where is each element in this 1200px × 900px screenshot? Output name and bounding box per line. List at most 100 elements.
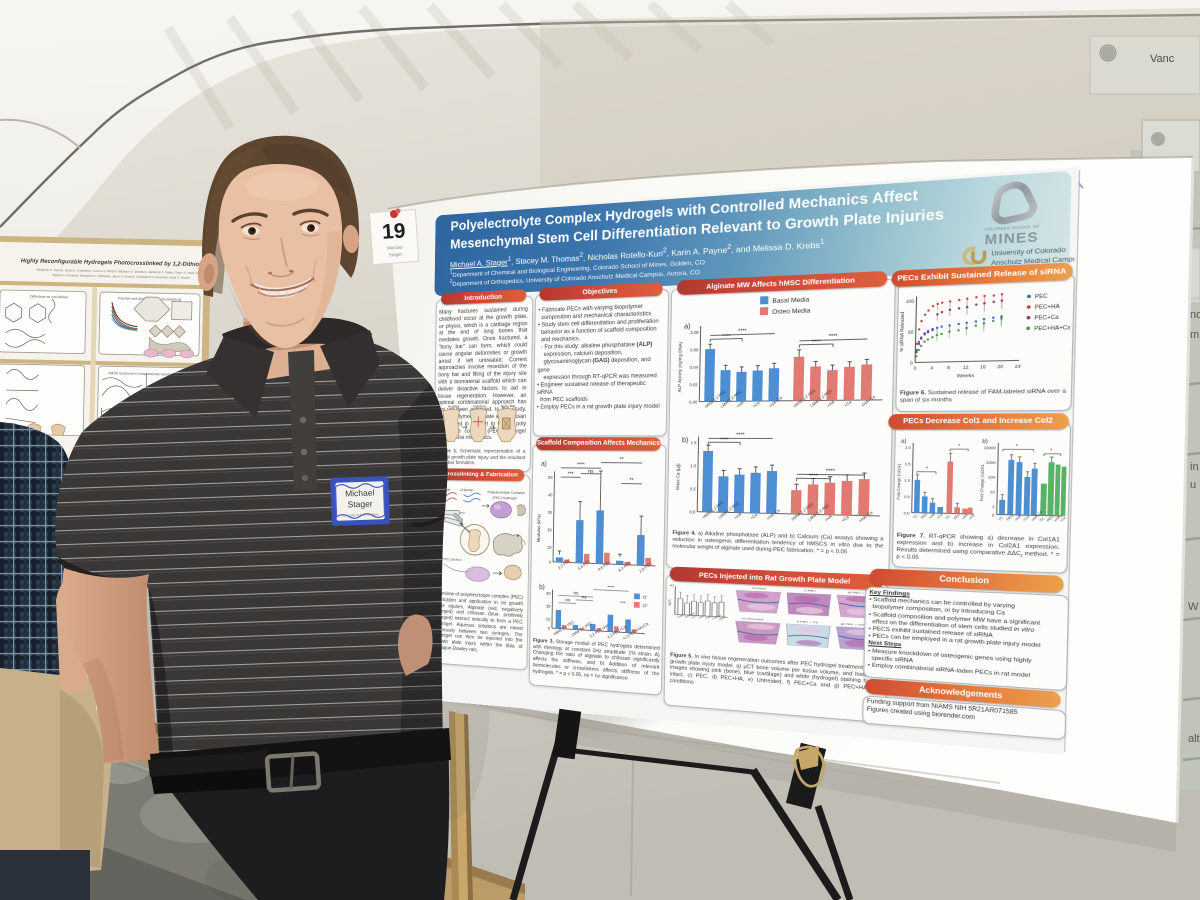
svg-text:PEC: PEC [691, 615, 698, 619]
svg-text:+Ca: +Ca [935, 512, 944, 520]
svg-text:****: **** [738, 328, 747, 334]
svg-text:Vanc: Vanc [1150, 53, 1175, 65]
svg-text:G'': G'' [642, 602, 648, 608]
svg-text:+Ca: +Ca [705, 616, 712, 620]
svg-text:TC: TC [912, 513, 919, 520]
svg-text:0.02: 0.02 [689, 383, 697, 388]
svg-text:0.06: 0.06 [690, 348, 698, 353]
svg-text:a): a) [541, 461, 547, 468]
svg-text:****: **** [736, 432, 745, 438]
svg-text:12: 12 [963, 365, 969, 370]
svg-text:30: 30 [546, 604, 551, 609]
svg-text:% siRNA Released: % siRNA Released [899, 312, 905, 352]
svg-text:b): b) [539, 584, 545, 591]
svg-text:+Ca: +Ca [843, 399, 853, 408]
svg-text:*: * [958, 443, 961, 448]
svg-text:TC: TC [997, 515, 1005, 522]
svg-text:+HA+Ca: +HA+Ca [711, 614, 724, 621]
svg-text:Fold Change Col1A1: Fold Change Col1A1 [896, 463, 902, 499]
svg-text:Colorado School of Mines: Colorado School of Mines [342, 512, 379, 517]
svg-text:*: * [1016, 443, 1019, 448]
svg-text:in: in [1190, 461, 1199, 473]
svg-text:+Ca: +Ca [841, 514, 851, 523]
svg-text:+HA: +HA [960, 512, 969, 521]
svg-text:****: **** [809, 473, 818, 479]
svg-text:0.0: 0.0 [689, 510, 695, 515]
svg-text:Stager: Stager [389, 252, 403, 258]
svg-text:0: 0 [910, 361, 913, 366]
svg-text:1.0: 1.0 [690, 464, 696, 469]
svg-text:alt: alt [1188, 733, 1200, 745]
svg-text:Intact: Intact [676, 614, 685, 619]
svg-text:TC: TC [1038, 516, 1046, 523]
svg-text:+Ca: +Ca [1058, 514, 1067, 523]
svg-text:a): a) [901, 438, 907, 444]
svg-text:0: 0 [548, 626, 550, 631]
svg-text:Chitosan: Chitosan [460, 488, 474, 493]
svg-text:1000: 1000 [986, 460, 996, 465]
svg-text:****: **** [607, 584, 615, 590]
svg-text:MINES: MINES [984, 230, 1039, 248]
svg-text:PEC+Ca: PEC+Ca [1034, 314, 1059, 321]
svg-text:19: 19 [381, 219, 406, 244]
svg-text:0: 0 [549, 560, 551, 565]
svg-text:8: 8 [947, 365, 950, 370]
svg-text:****: **** [722, 333, 731, 339]
svg-text:+HA: +HA [826, 399, 837, 409]
svg-text:1: 1 [992, 504, 995, 509]
svg-text:(PEC) Hydrogel: (PEC) Hydrogel [492, 495, 517, 500]
svg-text:4: 4 [930, 366, 933, 371]
svg-text:Basal Media: Basal Media [772, 297, 809, 306]
svg-text:Weeks: Weeks [957, 372, 974, 379]
svg-text:g) PEC + HA + Ca: g) PEC + HA + Ca [841, 623, 875, 628]
svg-text:+Ca: +Ca [967, 512, 976, 521]
svg-text:16: 16 [980, 365, 986, 370]
svg-text:b): b) [982, 438, 988, 444]
svg-text:PEC+HA+Ca: PEC+HA+Ca [1034, 324, 1071, 332]
svg-text:50: 50 [908, 330, 914, 335]
svg-text:Sydney H. Hummel, Benjamin D.: Sydney H. Hummel, Benjamin D. Fairbanks,… [52, 273, 190, 280]
svg-text:0.08: 0.08 [690, 330, 698, 335]
svg-text:BV/TV: BV/TV [668, 599, 673, 606]
svg-text:0.00: 0.00 [689, 400, 697, 405]
svg-text:c) PEC: c) PEC [804, 589, 817, 592]
svg-text:sham: sham [719, 617, 727, 621]
svg-text:G': G' [643, 594, 648, 600]
svg-text:+HA: +HA [697, 615, 705, 620]
svg-text:50: 50 [546, 591, 551, 596]
svg-text:a): a) [684, 322, 691, 330]
svg-text:ns: ns [574, 590, 579, 596]
svg-text:2.0: 2.0 [905, 445, 911, 450]
svg-text:f) PEC + Ca: f) PEC + Ca [797, 620, 819, 624]
svg-text:0.5: 0.5 [690, 487, 696, 492]
svg-text:1.5: 1.5 [691, 441, 697, 446]
svg-text:+Ca: +Ca [1021, 514, 1030, 523]
svg-text:u: u [1190, 479, 1196, 491]
svg-text:hMSC response is compositional: hMSC response is compositional variation [108, 371, 173, 376]
svg-text:ns: ns [582, 594, 587, 600]
svg-text:+HA: +HA [824, 513, 835, 522]
svg-text:PEC: PEC [1035, 293, 1048, 300]
svg-text:Stager: Stager [347, 499, 373, 510]
svg-text:PEC: PEC [920, 511, 929, 520]
svg-text:Dithiolane as crosslinker: Dithiolane as crosslinker [30, 295, 69, 300]
svg-text:40: 40 [548, 493, 553, 498]
svg-text:PEC: PEC [1005, 513, 1014, 522]
svg-text:0.0: 0.0 [904, 511, 910, 516]
svg-text:**: ** [629, 477, 633, 483]
svg-text:30: 30 [548, 510, 553, 515]
svg-text:Polyelectrolyte Complex: Polyelectrolyte Complex [487, 490, 525, 495]
svg-text:0.5: 0.5 [904, 494, 910, 499]
svg-text:*: * [1050, 448, 1053, 453]
svg-text:COLORADO SCHOOL OF: COLORADO SCHOOL OF [984, 224, 1039, 232]
svg-text:****: **** [829, 333, 839, 339]
svg-text:**: ** [620, 456, 624, 462]
svg-text:ALP Activity (ng/mg DNA): ALP Activity (ng/mg DNA) [677, 341, 683, 392]
svg-text:no: no [1190, 309, 1200, 321]
svg-text:24: 24 [1015, 364, 1021, 369]
svg-text:TC: TC [944, 514, 951, 521]
svg-text:Modulus (kPa): Modulus (kPa) [536, 513, 542, 542]
svg-text:+Ca: +Ca [749, 512, 758, 520]
svg-text:W: W [1188, 601, 1199, 613]
svg-text:***: *** [568, 471, 574, 477]
